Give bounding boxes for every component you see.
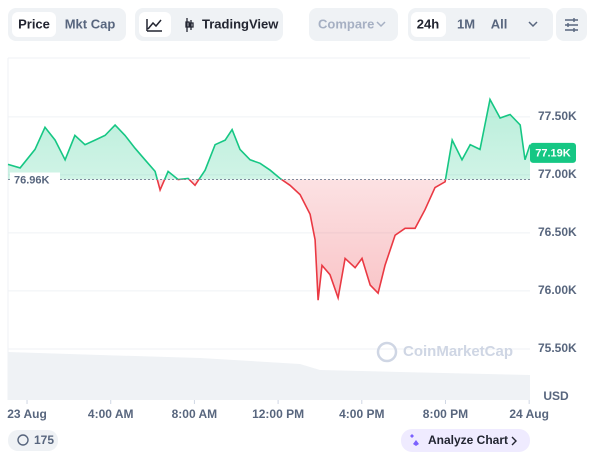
watermark-logo bbox=[376, 341, 398, 363]
compare-label[interactable]: Compare bbox=[318, 16, 374, 31]
x-tick-label: 12:00 PM bbox=[252, 407, 304, 421]
tv-icon bbox=[185, 18, 194, 32]
y-tick-label: 77.50K bbox=[538, 109, 577, 123]
tab-active[interactable] bbox=[12, 12, 56, 37]
tab[interactable]: Price bbox=[18, 16, 50, 31]
watermark: CoinMarketCap bbox=[403, 343, 513, 360]
area-down bbox=[157, 179, 446, 301]
current-price-label: 77.19K bbox=[535, 148, 571, 160]
analyze-chevron bbox=[511, 436, 517, 446]
current-price-tag bbox=[530, 142, 576, 163]
x-tick-label: 4:00 AM bbox=[88, 407, 134, 421]
comments-count[interactable]: 175 bbox=[34, 433, 54, 447]
x-tick-label: 4:00 PM bbox=[339, 407, 384, 421]
y-tick-label: 76.00K bbox=[538, 283, 577, 297]
range-dropdown[interactable] bbox=[528, 21, 538, 28]
x-tick-label: 8:00 AM bbox=[172, 407, 218, 421]
baseline-label: 76.96K bbox=[14, 174, 50, 186]
range-button[interactable]: 24h bbox=[417, 16, 439, 31]
settings-icon bbox=[565, 18, 578, 32]
history-icon bbox=[17, 434, 29, 446]
plot: 75.50K 76.00K 76.50K 77.00K 77.50K 23 Aug 4:00… bbox=[7, 97, 577, 421]
sparkle-icon bbox=[410, 434, 419, 446]
analyze-label[interactable]: Analyze Chart bbox=[428, 433, 508, 447]
x-tick-label: 23 Aug bbox=[7, 407, 47, 421]
range-active[interactable] bbox=[411, 12, 446, 37]
x-tick-label: 8:00 PM bbox=[423, 407, 468, 421]
area-up bbox=[8, 99, 530, 180]
volume-area bbox=[8, 352, 530, 400]
line-icon bbox=[146, 19, 162, 32]
analyze-button[interactable] bbox=[401, 429, 530, 452]
x-tick-label: 24 Aug bbox=[509, 407, 549, 421]
range-button[interactable]: All bbox=[491, 16, 508, 31]
chevron bbox=[376, 21, 386, 28]
compare-button[interactable] bbox=[309, 8, 398, 41]
price-line-up bbox=[7, 97, 531, 180]
tradingview-button[interactable]: TradingView bbox=[202, 16, 279, 31]
chart-type-group bbox=[135, 8, 283, 41]
y-tick-label: 77.00K bbox=[538, 167, 577, 181]
y-unit-label: USD bbox=[543, 389, 569, 403]
baseline-label-bg bbox=[10, 172, 60, 187]
tab[interactable]: Mkt Cap bbox=[65, 16, 116, 31]
y-tick-label: 75.50K bbox=[538, 341, 577, 355]
y-tick-label: 76.50K bbox=[538, 225, 577, 239]
price-line-down bbox=[156, 179, 447, 302]
range-button[interactable]: 1M bbox=[457, 16, 475, 31]
